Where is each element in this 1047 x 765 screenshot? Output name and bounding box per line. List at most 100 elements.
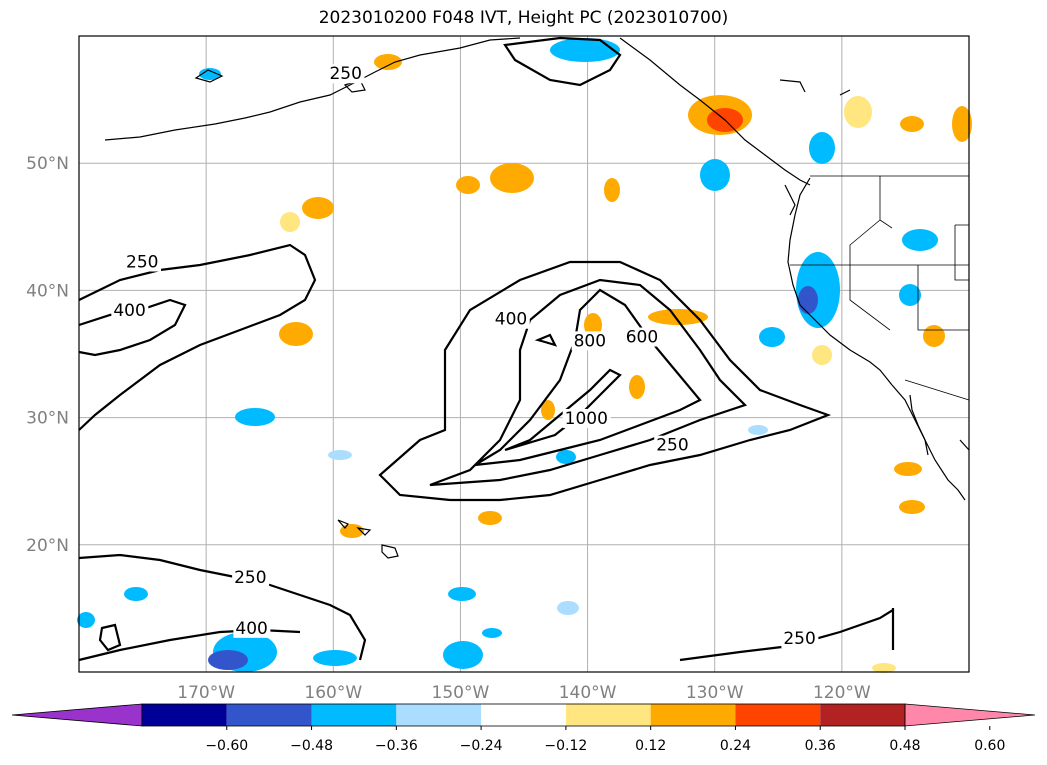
anomaly-patch bbox=[456, 176, 480, 194]
contour-label: 250 bbox=[234, 568, 266, 588]
colorbar-extend-high bbox=[904, 703, 1036, 727]
anomaly-patch bbox=[279, 322, 313, 346]
contour-label-bg bbox=[233, 618, 271, 638]
contour-label: 800 bbox=[574, 331, 606, 351]
anomaly-patch bbox=[478, 511, 502, 525]
anomaly-patch bbox=[374, 54, 402, 70]
colorbar-segment bbox=[820, 704, 905, 726]
contour-label: 250 bbox=[656, 436, 688, 456]
contour-label-bg bbox=[654, 435, 692, 455]
contour-label-bg bbox=[623, 327, 661, 347]
contour-label-bg bbox=[111, 300, 149, 320]
anomaly-patch bbox=[448, 587, 476, 601]
anomaly-patch bbox=[894, 462, 922, 476]
contour-label-bg bbox=[562, 408, 611, 428]
colorbar-tick-label: −0.60 bbox=[205, 738, 248, 754]
contour-label: 600 bbox=[626, 328, 658, 348]
anomaly-patch bbox=[648, 309, 708, 325]
anomaly-patch bbox=[302, 197, 334, 219]
anomaly-patch bbox=[798, 286, 818, 314]
anomaly-patch bbox=[208, 650, 248, 670]
contour-label-bg bbox=[124, 252, 162, 272]
anomaly-patch bbox=[199, 68, 221, 80]
anomaly-patch bbox=[809, 132, 835, 164]
anomaly-patch bbox=[235, 408, 275, 426]
anomaly-patch bbox=[280, 212, 300, 232]
anomaly-patch bbox=[700, 159, 730, 191]
ivt-anomaly-shading bbox=[77, 38, 972, 673]
anomaly-patch bbox=[328, 450, 352, 460]
lon-tick-label: 170°W bbox=[177, 683, 235, 703]
lat-tick-label: 30°N bbox=[26, 409, 69, 429]
contour-label: 400 bbox=[113, 301, 145, 321]
latitude-tick-labels: 20°N 30°N 40°N 50°N bbox=[26, 154, 69, 556]
contour-label-bg bbox=[571, 331, 609, 351]
colorbar-segment bbox=[650, 704, 736, 726]
political-borders bbox=[790, 175, 970, 401]
anomaly-patch bbox=[443, 641, 483, 669]
colorbar-segment bbox=[142, 704, 227, 726]
anomaly-patch bbox=[550, 38, 620, 62]
anomaly-patch bbox=[748, 425, 768, 435]
contour-labels: 250 250 400 400 800 600 1000 250 250 400 250 bbox=[111, 64, 819, 649]
contour-label: 400 bbox=[235, 619, 267, 639]
colorbar-tick-labels: −0.60 −0.48 −0.36 −0.24 −0.12 0.12 0.24 0.36 0.4… bbox=[205, 726, 1005, 754]
anomaly-patch bbox=[490, 163, 534, 193]
contour-label: 250 bbox=[329, 64, 361, 84]
colorbar-segment bbox=[481, 704, 566, 726]
colorbar-segment bbox=[396, 704, 482, 726]
anomaly-patch bbox=[584, 313, 602, 337]
anomaly-patch bbox=[556, 450, 576, 464]
lon-tick-label: 140°W bbox=[559, 683, 617, 703]
colorbar-segment bbox=[565, 704, 651, 726]
colorbar-tick-label: 0.48 bbox=[889, 738, 920, 754]
anomaly-patch bbox=[902, 229, 938, 251]
anomaly-patch bbox=[844, 96, 872, 128]
anomaly-patch bbox=[604, 178, 620, 202]
longitude-tick-labels: 170°W 160°W 150°W 140°W 130°W 120°W bbox=[177, 683, 871, 703]
colorbar-tick-label: 0.24 bbox=[720, 738, 751, 754]
map-background bbox=[79, 36, 969, 672]
lat-tick-label: 50°N bbox=[26, 154, 69, 174]
anomaly-patch bbox=[557, 601, 579, 615]
anomaly-patch bbox=[872, 663, 896, 673]
negative-anomaly-patches bbox=[77, 38, 938, 672]
colorbar-tick-label: 0.60 bbox=[974, 738, 1005, 754]
contour-label-bg bbox=[781, 629, 819, 649]
anomaly-patch bbox=[899, 284, 921, 306]
anomaly-patch bbox=[812, 345, 832, 365]
chart-title: 2023010200 F048 IVT, Height PC (20230107… bbox=[318, 8, 729, 28]
colorbar-segment bbox=[735, 704, 821, 726]
map-frame bbox=[78, 35, 970, 673]
anomaly-patch bbox=[541, 400, 555, 420]
contour-label: 400 bbox=[495, 310, 527, 330]
colorbar-segment bbox=[226, 704, 312, 726]
contour-label-bg bbox=[492, 309, 530, 329]
lon-tick-label: 150°W bbox=[432, 683, 490, 703]
colorbar-extend-low bbox=[11, 703, 143, 727]
contour-label: 250 bbox=[126, 253, 158, 273]
anomaly-patch bbox=[313, 650, 357, 666]
colorbar-tick-label: −0.36 bbox=[375, 738, 418, 754]
anomaly-patch bbox=[124, 587, 148, 601]
colorbar bbox=[11, 703, 1036, 727]
colorbar-tick-label: −0.12 bbox=[544, 738, 587, 754]
anomaly-patch bbox=[629, 375, 645, 399]
lon-tick-label: 120°W bbox=[813, 683, 871, 703]
anomaly-patch bbox=[952, 106, 972, 142]
contour-label-bg bbox=[327, 64, 365, 84]
colorbar-tick-label: −0.48 bbox=[290, 738, 333, 754]
anomaly-patch bbox=[923, 325, 945, 347]
lon-tick-label: 130°W bbox=[686, 683, 744, 703]
colorbar-tick-label: 0.12 bbox=[635, 738, 666, 754]
colorbar-tick-label: −0.24 bbox=[460, 738, 503, 754]
contour-label-bg bbox=[232, 567, 270, 587]
colorbar-tick-label: 0.36 bbox=[805, 738, 836, 754]
contour-label: 250 bbox=[783, 629, 815, 649]
colorbar-outline bbox=[141, 703, 906, 727]
anomaly-patch bbox=[77, 612, 95, 628]
lon-tick-label: 160°W bbox=[304, 683, 362, 703]
coastlines bbox=[104, 37, 970, 559]
gridlines bbox=[79, 36, 969, 672]
